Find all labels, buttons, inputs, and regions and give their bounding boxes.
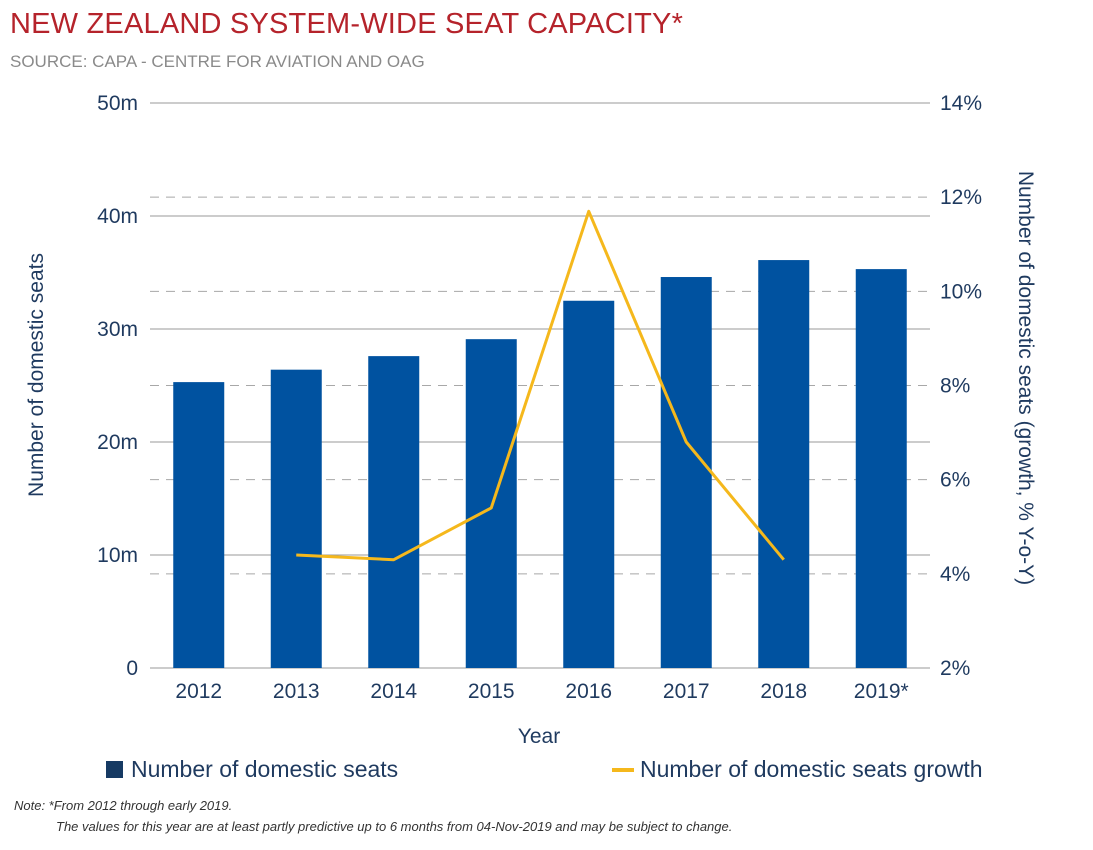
x-axis-ticks: 2012 2013 2014 2015 2016 2017 2018 2019* [175,680,908,703]
x-axis-label: Year [518,725,560,748]
footnote-line-2: The values for this year are at least pa… [56,819,733,834]
x-tick-label: 2017 [663,680,710,703]
bar-2018 [758,260,810,668]
y2-tick-label: 12% [940,186,982,209]
growth-line [296,209,785,562]
y2-tick-label: 6% [940,469,970,492]
chart-title: NEW ZEALAND SYSTEM-WIDE SEAT CAPACITY* [10,8,684,40]
y2-tick-label: 14% [940,92,982,115]
y-tick-label: 30m [97,318,138,341]
right-axis-ticks: 2% 4% 6% 8% 10% 12% 14% [940,92,982,680]
x-tick-label: 2012 [175,680,222,703]
y2-axis-label: Number of domestic seats (growth, % Y-o-… [1014,171,1037,585]
bar-2013 [270,369,322,668]
bar-2014 [368,356,420,668]
legend-bar-swatch [106,761,123,778]
y-tick-label: 10m [97,544,138,567]
legend-line-item: Number of domestic seats growth [612,756,983,783]
y-tick-label: 50m [97,92,138,115]
bar-series [173,260,907,668]
footnote-line-1: Note: *From 2012 through early 2019. [14,798,233,813]
x-tick-label: 2016 [565,680,612,703]
legend-line-label: Number of domestic seats growth [640,756,983,782]
y-tick-label: 40m [97,205,138,228]
y2-tick-label: 8% [940,375,970,398]
legend-bar-item: Number of domestic seats [106,756,398,783]
y2-tick-label: 4% [940,563,970,586]
bar-2017 [660,277,712,668]
x-tick-label: 2013 [273,680,320,703]
line-series [296,209,785,562]
left-axis-ticks: 0 10m 20m 30m 40m 50m [97,92,138,680]
x-tick-label: 2014 [370,680,417,703]
x-tick-label: 2018 [760,680,807,703]
x-tick-label: 2019* [854,680,909,703]
y2-tick-label: 10% [940,280,982,303]
y-axis-label: Number of domestic seats [25,253,48,497]
chart-subtitle: SOURCE: CAPA - CENTRE FOR AVIATION AND O… [10,52,425,71]
bar-2012 [173,382,225,668]
x-tick-label: 2015 [468,680,515,703]
legend-bar-label: Number of domestic seats [131,756,399,782]
bar-2016 [563,300,615,668]
right-gridlines [150,196,930,575]
legend-line-swatch [612,767,634,772]
y-tick-label: 20m [97,431,138,454]
y2-tick-label: 2% [940,657,970,680]
y-tick-label: 0 [126,657,138,680]
bar-2019* [855,269,907,668]
